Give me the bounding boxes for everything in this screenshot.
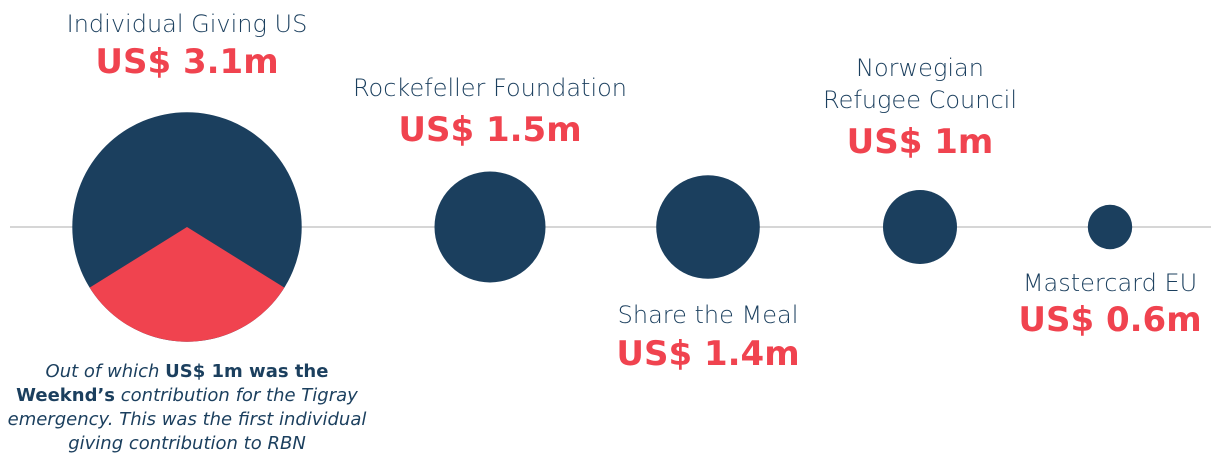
bubble [656,175,760,279]
bubble [1087,204,1133,250]
bubble-value: US$ 1.4m [616,334,800,374]
bubble-value: US$ 1m [846,122,994,162]
bubble-name: Rockefeller Foundation [352,74,628,102]
bubble-value: US$ 0.6m [1018,300,1202,340]
bubble [883,190,957,264]
bubble-name: Norwegian Refugee Council [823,54,1017,114]
annotation-part: contribution for the Tigray emergency. T… [7,385,367,454]
bubble [434,171,546,283]
bubble-value: US$ 3.1m [95,42,279,82]
highlight-wedge [89,227,285,342]
bubble-value: US$ 1.5m [398,110,582,150]
bubble-name: Share the Meal [617,301,799,329]
annotation: Out of which US$ 1m was the Weeknd’s con… [2,360,372,456]
annotation-part: US$ 1m was the Weeknd’s [16,361,329,406]
annotation-part: Out of which [45,361,166,382]
bubble-name: Mastercard EU [1022,269,1198,297]
bubble-name: Individual Giving US [66,10,308,38]
